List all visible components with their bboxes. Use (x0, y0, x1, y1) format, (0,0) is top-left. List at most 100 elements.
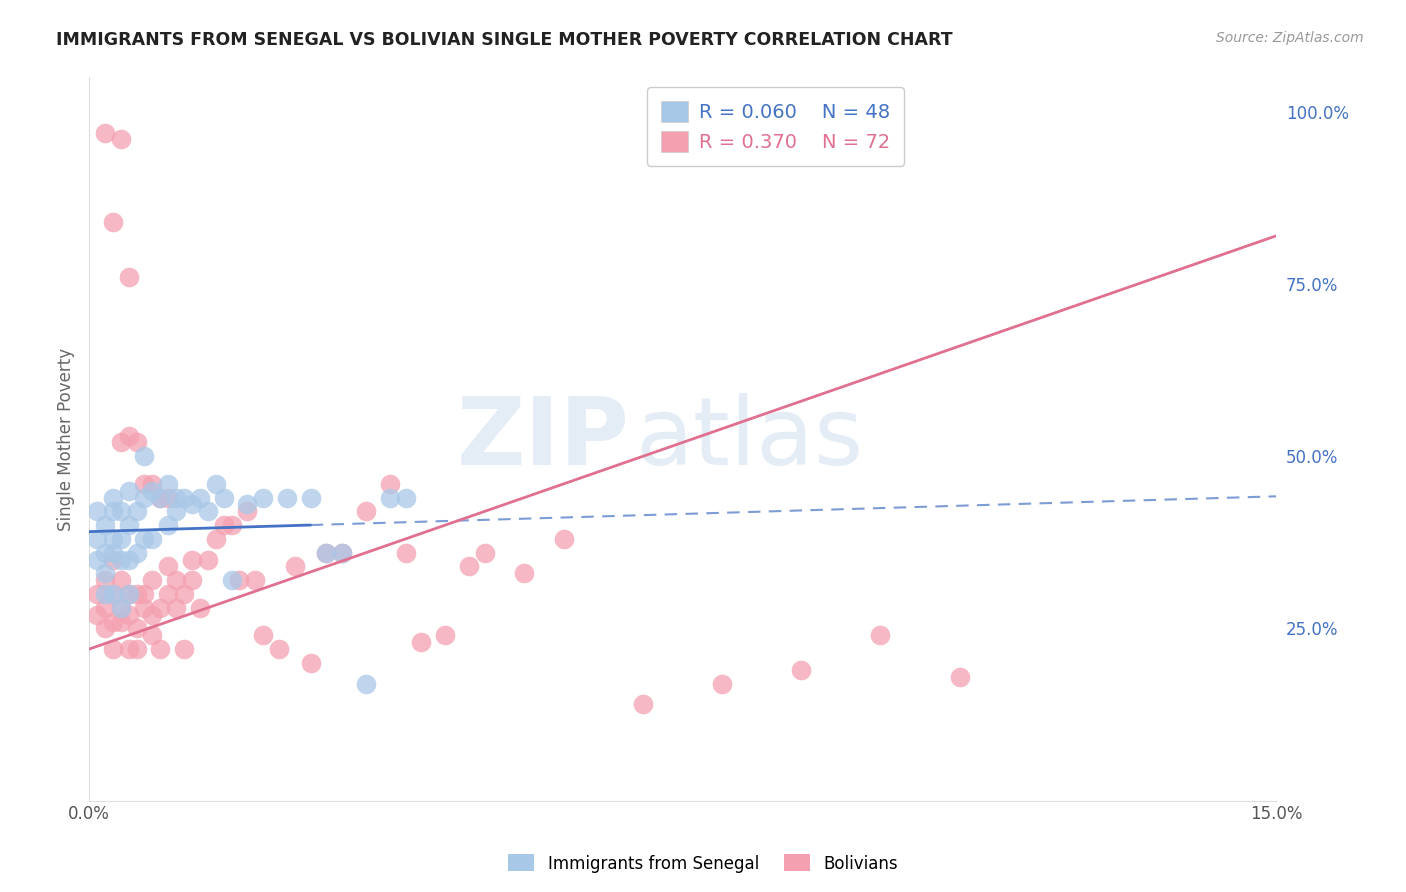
Point (110, 552, 132, 566)
Legend: Immigrants from Senegal, Bolivians: Immigrants from Senegal, Bolivians (501, 847, 905, 880)
Point (157, 476, 180, 491)
Point (141, 607, 163, 622)
Point (378, 476, 401, 491)
Point (411, 635, 433, 649)
Point (94, 126, 117, 140)
Point (149, 600, 172, 615)
Point (110, 504, 132, 518)
Point (110, 615, 132, 629)
Point (117, 587, 139, 601)
Point (378, 491, 401, 505)
Point (204, 532, 226, 546)
Point (101, 215, 124, 229)
Point (252, 491, 274, 505)
Point (948, 670, 970, 684)
Point (173, 491, 195, 505)
Point (157, 559, 180, 574)
Point (134, 600, 156, 615)
Point (86, 532, 108, 546)
Point (117, 428, 139, 442)
Point (94, 600, 117, 615)
Point (188, 491, 211, 505)
Point (165, 504, 187, 518)
Point (101, 615, 124, 629)
Point (134, 587, 156, 601)
Point (94, 573, 117, 587)
Point (284, 559, 307, 574)
Text: IMMIGRANTS FROM SENEGAL VS BOLIVIAN SINGLE MOTHER POVERTY CORRELATION CHART: IMMIGRANTS FROM SENEGAL VS BOLIVIAN SING… (56, 31, 953, 49)
Point (101, 504, 124, 518)
Point (165, 573, 187, 587)
Point (252, 628, 274, 642)
Point (212, 518, 235, 533)
Point (110, 435, 132, 450)
Point (134, 476, 156, 491)
Point (149, 491, 172, 505)
Point (236, 504, 259, 518)
Point (117, 483, 139, 498)
Point (631, 697, 654, 711)
Point (110, 600, 132, 615)
Point (315, 546, 337, 560)
Point (513, 566, 536, 581)
Point (125, 642, 148, 657)
Point (101, 532, 124, 546)
Point (790, 663, 813, 677)
Point (101, 587, 124, 601)
Point (212, 491, 235, 505)
Point (315, 546, 337, 560)
Point (157, 587, 180, 601)
Text: Source: ZipAtlas.com: Source: ZipAtlas.com (1216, 31, 1364, 45)
Point (299, 491, 322, 505)
Point (354, 676, 377, 690)
Point (188, 600, 211, 615)
Point (101, 587, 124, 601)
Point (165, 491, 187, 505)
Point (117, 607, 139, 622)
Point (711, 676, 734, 690)
Point (141, 532, 163, 546)
Point (94, 546, 117, 560)
Point (221, 573, 243, 587)
Point (125, 504, 148, 518)
Point (197, 552, 219, 566)
Point (394, 546, 416, 560)
Point (354, 504, 377, 518)
Point (181, 552, 204, 566)
Point (221, 518, 243, 533)
Point (101, 552, 124, 566)
Point (86, 607, 108, 622)
Point (394, 491, 416, 505)
Point (86, 587, 108, 601)
Point (173, 587, 195, 601)
Point (134, 491, 156, 505)
Y-axis label: Single Mother Poverty: Single Mother Poverty (58, 348, 75, 531)
Point (110, 132, 132, 146)
Point (236, 498, 259, 512)
Point (434, 628, 457, 642)
Point (267, 642, 290, 657)
Point (157, 491, 180, 505)
Point (553, 532, 575, 546)
Point (94, 622, 117, 636)
Text: atlas: atlas (636, 393, 863, 485)
Point (117, 642, 139, 657)
Point (101, 491, 124, 505)
Point (869, 628, 891, 642)
Point (330, 546, 353, 560)
Point (157, 518, 180, 533)
Point (94, 566, 117, 581)
Point (165, 600, 187, 615)
Point (101, 546, 124, 560)
Point (141, 483, 163, 498)
Point (117, 552, 139, 566)
Point (330, 546, 353, 560)
Point (101, 642, 124, 657)
Point (299, 656, 322, 670)
Point (110, 600, 132, 615)
Point (141, 628, 163, 642)
Point (181, 498, 204, 512)
Point (204, 476, 226, 491)
Point (245, 573, 267, 587)
Point (458, 559, 481, 574)
